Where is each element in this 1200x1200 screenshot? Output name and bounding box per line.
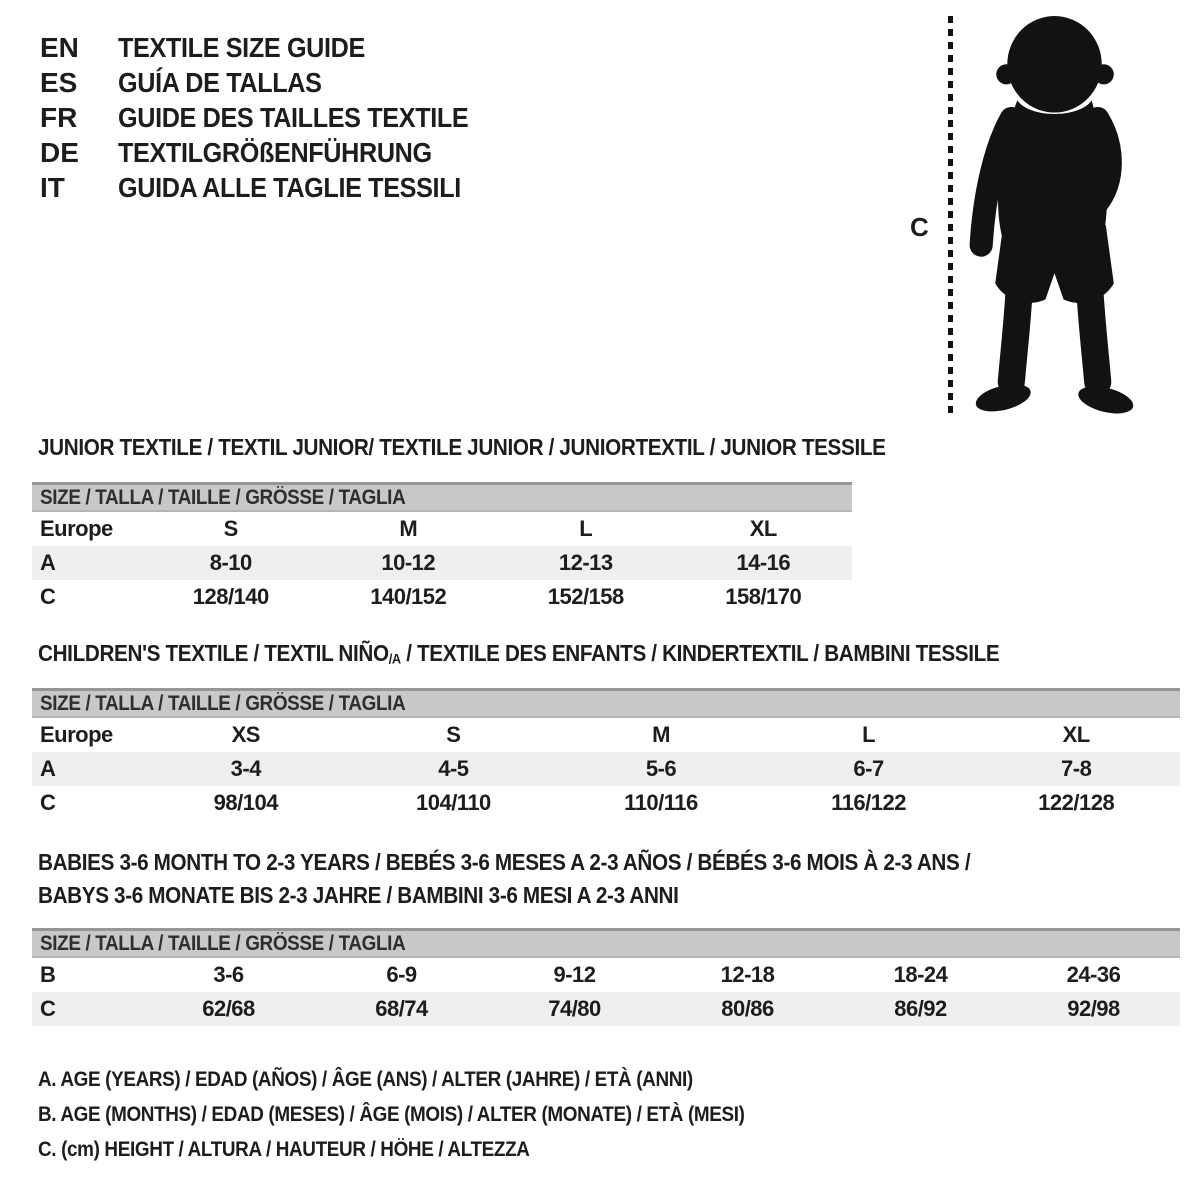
row-label: C: [40, 790, 56, 815]
legend-line-b: B. AGE (MONTHS) / EDAD (MESES) / ÂGE (MO…: [38, 1103, 745, 1126]
months-cell: 18-24: [893, 962, 948, 987]
size-header-label: SIZE / TALLA / TAILLE / GRÖSSE / TAGLIA: [40, 931, 406, 955]
age-cell: 8-10: [209, 550, 253, 575]
language-title-list: EN TEXTILE SIZE GUIDE ES GUÍA DE TALLAS …: [40, 30, 507, 205]
size-header-band: SIZE / TALLA / TAILLE / GRÖSSE / TAGLIA: [32, 482, 852, 512]
age-cell: 10-12: [381, 550, 436, 575]
babies-size-table: SIZE / TALLA / TAILLE / GRÖSSE / TAGLIA …: [32, 928, 1180, 1026]
row-label: Europe: [40, 722, 113, 747]
guide-title-de: TEXTILGRÖßENFÜHRUNG: [118, 136, 432, 168]
childrens-section-title: CHILDREN'S TEXTILE / TEXTIL NIÑO/A / TEX…: [38, 640, 1000, 668]
height-cell: 104/110: [415, 790, 491, 815]
size-cell: S: [446, 722, 461, 747]
height-cell: 68/74: [375, 996, 428, 1021]
height-cell: 140/152: [370, 584, 447, 609]
age-cell: 3-4: [230, 756, 262, 781]
lang-row-de: DE TEXTILGRÖßENFÜHRUNG: [40, 135, 507, 170]
babies-section-title: BABIES 3-6 MONTH TO 2-3 YEARS / BEBÉS 3-…: [38, 849, 1074, 915]
legend-line-a: A. AGE (YEARS) / EDAD (AÑOS) / ÂGE (ANS)…: [38, 1068, 693, 1091]
lang-code: FR: [40, 101, 78, 133]
months-cell: 24-36: [1066, 962, 1121, 987]
row-label: C: [40, 584, 56, 609]
height-cell: 74/80: [548, 996, 601, 1021]
size-cell: XL: [1062, 722, 1091, 747]
baby-silhouette-icon: [969, 16, 1134, 414]
table-row-europe: Europe XS S M L XL: [32, 718, 1180, 752]
row-label: A: [40, 756, 56, 781]
row-label: B: [40, 962, 56, 987]
lang-code: IT: [40, 171, 65, 203]
lang-code: DE: [40, 136, 79, 168]
height-cell: 86/92: [894, 996, 947, 1021]
lang-row-fr: FR GUIDE DES TAILLES TEXTILE: [40, 100, 507, 135]
months-cell: 12-18: [720, 962, 775, 987]
row-label: A: [40, 550, 56, 575]
age-cell: 14-16: [736, 550, 791, 575]
height-cell: 92/98: [1067, 996, 1120, 1021]
junior-section-title: JUNIOR TEXTILE / TEXTIL JUNIOR/ TEXTILE …: [38, 434, 886, 460]
height-cell: 116/122: [831, 790, 906, 815]
table-row-age: A 8-10 10-12 12-13 14-16: [32, 546, 852, 580]
table-row-months: B 3-6 6-9 9-12 12-18 18-24 24-36: [32, 958, 1180, 992]
age-cell: 5-6: [645, 756, 677, 781]
lang-code: EN: [40, 31, 79, 63]
guide-title-fr: GUIDE DES TAILLES TEXTILE: [118, 101, 469, 133]
babies-title-line-1: BABIES 3-6 MONTH TO 2-3 YEARS / BEBÉS 3-…: [38, 849, 971, 875]
table-row-age: A 3-4 4-5 5-6 6-7 7-8: [32, 752, 1180, 786]
size-cell: XL: [749, 516, 778, 541]
row-label: C: [40, 996, 56, 1021]
guide-title-en: TEXTILE SIZE GUIDE: [118, 31, 365, 63]
height-cell: 98/104: [213, 790, 279, 815]
months-cell: 3-6: [213, 962, 244, 987]
junior-size-table: SIZE / TALLA / TAILLE / GRÖSSE / TAGLIA …: [32, 482, 852, 614]
babies-title-line-2: BABYS 3-6 MONATE BIS 2-3 JAHRE / BAMBINI…: [38, 882, 679, 908]
height-cell: 62/68: [202, 996, 255, 1021]
age-cell: 7-8: [1061, 756, 1092, 781]
childrens-title-sub: /A: [388, 651, 401, 668]
legend-line-c: C. (cm) HEIGHT / ALTURA / HAUTEUR / HÖHE…: [38, 1138, 530, 1161]
guide-title-it: GUIDA ALLE TAGLIE TESSILI: [118, 171, 461, 203]
lang-row-it: IT GUIDA ALLE TAGLIE TESSILI: [40, 170, 507, 205]
age-cell: 6-7: [853, 756, 884, 781]
size-cell: XS: [231, 722, 261, 747]
size-cell: L: [862, 722, 876, 747]
height-cell: 158/170: [725, 584, 802, 609]
legend: A. AGE (YEARS) / EDAD (AÑOS) / ÂGE (ANS)…: [38, 1068, 823, 1173]
size-header-label: SIZE / TALLA / TAILLE / GRÖSSE / TAGLIA: [40, 691, 406, 715]
table-row-height: C 128/140 140/152 152/158 158/170: [32, 580, 852, 614]
height-cell: 128/140: [192, 584, 270, 609]
months-cell: 9-12: [553, 962, 596, 987]
height-measure-dashed-line: [948, 16, 953, 416]
childrens-title-pre: CHILDREN'S TEXTILE / TEXTIL NIÑO: [38, 640, 389, 666]
row-label: Europe: [40, 516, 113, 541]
childrens-size-table: SIZE / TALLA / TAILLE / GRÖSSE / TAGLIA …: [32, 688, 1180, 820]
age-cell: 4-5: [438, 756, 469, 781]
size-header-band: SIZE / TALLA / TAILLE / GRÖSSE / TAGLIA: [32, 928, 1180, 958]
size-cell: M: [652, 722, 670, 747]
height-label-c: C: [910, 212, 929, 242]
table-row-europe: Europe S M L XL: [32, 512, 852, 546]
size-header-label: SIZE / TALLA / TAILLE / GRÖSSE / TAGLIA: [40, 485, 406, 509]
childrens-title-post: / TEXTILE DES ENFANTS / KINDERTEXTIL / B…: [400, 640, 1000, 666]
height-cell: 110/116: [624, 790, 698, 815]
lang-row-en: EN TEXTILE SIZE GUIDE: [40, 30, 507, 65]
size-cell: L: [579, 516, 593, 541]
months-cell: 6-9: [386, 962, 417, 987]
height-cell: 80/86: [721, 996, 774, 1021]
height-cell: 122/128: [1038, 790, 1115, 815]
table-row-height: C 98/104 104/110 110/116 116/122 122/128: [32, 786, 1180, 820]
age-cell: 12-13: [558, 550, 613, 575]
size-cell: M: [399, 516, 418, 541]
table-row-height: C 62/68 68/74 74/80 80/86 86/92 92/98: [32, 992, 1180, 1026]
size-header-band: SIZE / TALLA / TAILLE / GRÖSSE / TAGLIA: [32, 688, 1180, 718]
lang-row-es: ES GUÍA DE TALLAS: [40, 65, 507, 100]
lang-code: ES: [40, 66, 78, 98]
height-cell: 152/158: [547, 584, 625, 609]
size-cell: S: [223, 516, 239, 541]
guide-title-es: GUÍA DE TALLAS: [118, 66, 322, 98]
